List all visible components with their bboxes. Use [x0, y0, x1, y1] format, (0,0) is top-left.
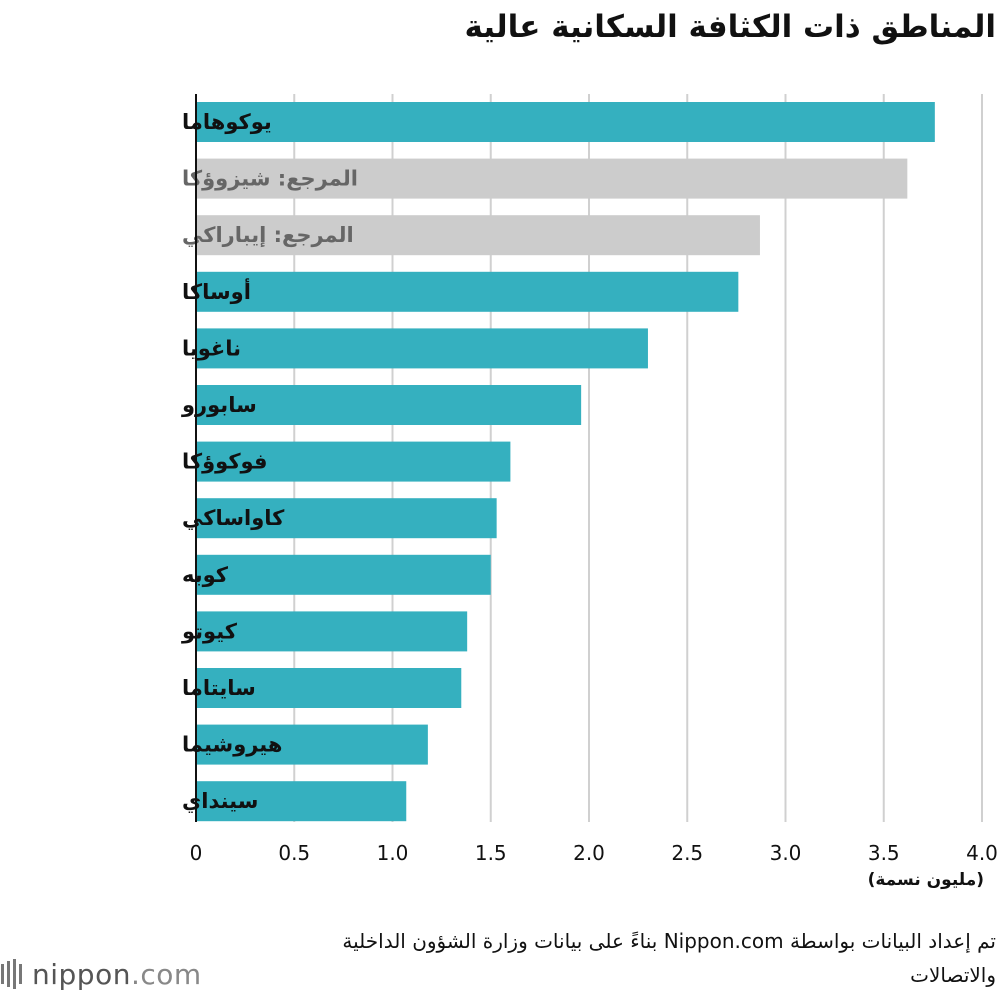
category-label: هيروشيما [182, 733, 282, 757]
logo-name: nippon [32, 957, 131, 991]
data-bar [196, 385, 582, 425]
category-label: سايتاما [182, 676, 256, 700]
data-bar [196, 781, 407, 822]
chart-title: المناطق ذات الكثافة السكانية عالية [464, 9, 996, 45]
x-tick-label: 1.5 [475, 841, 507, 865]
data-bar [196, 668, 462, 708]
x-tick-label: 0.5 [278, 841, 310, 865]
x-tick-label: 3.5 [868, 841, 900, 865]
x-tick-labels: 0 0.5 1.0 1.5 2.0 2.5 3.0 3.5 4.0 [190, 841, 998, 865]
category-label: أوساكا [182, 277, 251, 304]
x-tick-label: 2.0 [573, 841, 605, 865]
data-bar [196, 441, 511, 482]
category-label: سينداي [182, 789, 258, 814]
x-tick-label: 2.5 [671, 841, 703, 865]
x-tick-label: 3.0 [770, 841, 802, 865]
nippon-logo-mark-icon [1, 959, 22, 989]
data-bar [196, 554, 491, 595]
source-note: تم إعداد البيانات بواسطة Nippon.com بناء… [342, 929, 996, 987]
reference-bar [196, 158, 908, 199]
unit-label: (مليون نسمة) [867, 870, 984, 890]
category-label: كاواساكي [182, 506, 285, 530]
nippon-logo[interactable]: nippon.com [0, 956, 202, 992]
logo-wordmark: nippon.com [32, 958, 202, 991]
data-bar [196, 724, 428, 765]
data-bar [196, 102, 935, 142]
data-bar [196, 611, 468, 652]
data-bar [196, 271, 739, 312]
bars [196, 102, 935, 822]
category-label: المرجع: إيباراكي [182, 223, 354, 247]
category-label: سابورو [181, 393, 257, 417]
category-label: فوكوؤكا [182, 450, 267, 474]
category-label: كوبه [182, 563, 229, 587]
x-tick-label: 0 [190, 841, 203, 865]
category-label: المرجع: شيزوؤكا [182, 167, 358, 191]
category-label: كيوتو [181, 619, 238, 643]
reference-bar [196, 215, 760, 256]
x-tick-label: 1.0 [377, 841, 409, 865]
x-tick-label: 4.0 [966, 841, 998, 865]
data-bar [196, 328, 648, 369]
category-label: ناغويا [182, 336, 241, 360]
logo-suffix: .com [130, 957, 202, 991]
data-bar [196, 498, 497, 539]
